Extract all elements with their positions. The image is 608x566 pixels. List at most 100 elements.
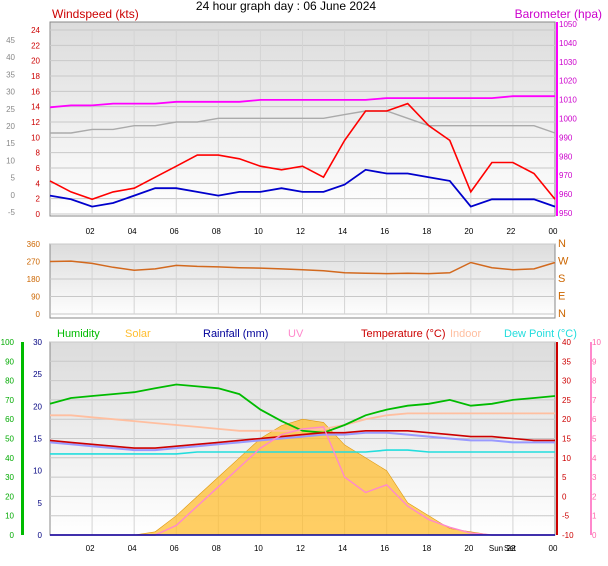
x-tick: 12 (296, 544, 305, 553)
legend-item: Humidity (57, 328, 100, 340)
outer-axis-tick: 5 (11, 174, 16, 183)
sunset-label: Set (504, 544, 517, 553)
x-tick: 00 (549, 227, 558, 236)
outer-axis-tick: 25 (6, 105, 15, 114)
baro-axis-label: Barometer (hpa) (515, 7, 602, 21)
humidity-axis-tick: 70 (5, 396, 14, 405)
wind-direction-line (49, 260, 556, 275)
temp-axis-tick: 30 (562, 377, 571, 386)
outer-ticks: 45 40 35 30 25 20 15 10 5 0 -5 (6, 36, 15, 217)
outer-axis-tick: 10 (6, 156, 15, 165)
outer-axis-tick: 40 (6, 53, 15, 62)
baro-axis-bar (556, 22, 558, 216)
uv-axis-tick: 5 (592, 435, 597, 444)
wind-grid (50, 29, 555, 215)
x-tick: 10 (254, 544, 263, 553)
x-tick: 16 (380, 544, 389, 553)
rain-axis-tick: 20 (33, 402, 42, 411)
legend-item: UV (288, 328, 304, 340)
x-tick: 16 (380, 227, 389, 236)
baro-axis-tick: 1040 (559, 39, 577, 48)
direction-axis-tick: 270 (27, 258, 41, 267)
outer-axis-tick: 15 (6, 139, 15, 148)
baro-axis-tick: 1030 (559, 58, 577, 67)
gust-line (50, 110, 556, 134)
temp-axis-tick: 20 (562, 415, 571, 424)
temp-axis-tick: 15 (562, 435, 571, 444)
compass-tick: E (558, 291, 565, 303)
feels-line (49, 431, 555, 452)
humidity-line (49, 383, 556, 434)
x-tick: 14 (338, 227, 347, 236)
x-tick: 18 (422, 544, 431, 553)
uv-axis-tick: 8 (592, 377, 597, 386)
outer-axis-tick: 0 (11, 191, 16, 200)
temp-axis-tick: 5 (562, 473, 567, 482)
wind-axis-tick: 22 (31, 41, 40, 50)
x-tick: 02 (86, 544, 95, 553)
uv-axis-tick: 4 (592, 454, 597, 463)
temp-axis-tick: -5 (562, 512, 570, 521)
temp-axis-tick: 25 (562, 396, 571, 405)
x-tick: 06 (170, 227, 179, 236)
baro-axis-tick: 990 (559, 133, 573, 142)
wind-axis-tick: 4 (36, 179, 41, 188)
wind-axis-tick: 8 (36, 149, 41, 158)
wind-avg-line (49, 168, 556, 208)
humidity-axis-tick: 50 (5, 435, 14, 444)
baro-axis-tick: 960 (559, 190, 573, 199)
baro-axis-tick: 970 (559, 171, 573, 180)
wind-axis-tick: 20 (31, 57, 40, 66)
outer-axis-tick: -5 (8, 208, 16, 217)
baro-ticks: 1050 1040 1030 1020 1010 1000 990 980 970 960 950 (559, 20, 577, 218)
humidity-axis-tick: 80 (5, 377, 14, 386)
dewpoint-line (50, 449, 555, 455)
temp-axis-bar (556, 342, 558, 535)
uv-axis-tick: 3 (592, 473, 597, 482)
legend-item: Temperature (°C) (361, 328, 445, 340)
outer-axis-tick: 45 (6, 36, 15, 45)
x-tick: 10 (254, 227, 263, 236)
uv-axis-tick: 1 (592, 512, 597, 521)
temp-series (21, 342, 592, 536)
wind-series (49, 22, 558, 216)
temp-left-ticks: 30 25 20 15 10 5 0 (33, 338, 42, 540)
wind-axis-tick: 12 (31, 118, 40, 127)
x-tick: 22 (506, 227, 515, 236)
temp-legend: Humidity Solar Rainfall (mm) UV Temperature … (57, 328, 577, 340)
wind-axis-tick: 6 (36, 164, 41, 173)
direction-axis-tick: 0 (36, 310, 41, 319)
x-tick: 12 (296, 227, 305, 236)
baro-axis-tick: 1010 (559, 96, 577, 105)
barometer-line (49, 95, 555, 109)
chart-title: 24 hour graph day : 06 June 2024 (196, 0, 376, 13)
uv-axis-tick: 0 (592, 531, 597, 540)
rain-axis-tick: 25 (33, 370, 42, 379)
x-tick: 02 (86, 227, 95, 236)
rain-axis-tick: 30 (33, 338, 42, 347)
uv-axis-tick: 9 (592, 357, 597, 366)
compass-tick: S (558, 273, 565, 285)
wind-axis-label: Windspeed (kts) (52, 7, 139, 21)
uv-axis-tick: 2 (592, 492, 597, 501)
direction-axis-tick: 180 (27, 275, 41, 284)
temp-axis-tick: 40 (562, 338, 571, 347)
legend-item: Rainfall (mm) (203, 328, 268, 340)
x-tick: 18 (422, 227, 431, 236)
baro-axis-tick: 1050 (559, 20, 577, 29)
temp-axis-tick: 0 (562, 492, 567, 501)
uv-axis-tick: 10 (592, 338, 601, 347)
compass-tick: W (558, 256, 569, 268)
temp-axis-tick: 35 (562, 357, 571, 366)
temp-axis-tick: -10 (562, 531, 574, 540)
humidity-axis-tick: 30 (5, 473, 14, 482)
humidity-axis-tick: 100 (1, 338, 15, 347)
x-tick: 20 (464, 544, 473, 553)
x-tick: 04 (128, 544, 137, 553)
wind-x-ticks: 02 04 06 08 10 12 14 16 18 20 22 00 (86, 227, 558, 236)
wind-axis-tick: 16 (31, 87, 40, 96)
